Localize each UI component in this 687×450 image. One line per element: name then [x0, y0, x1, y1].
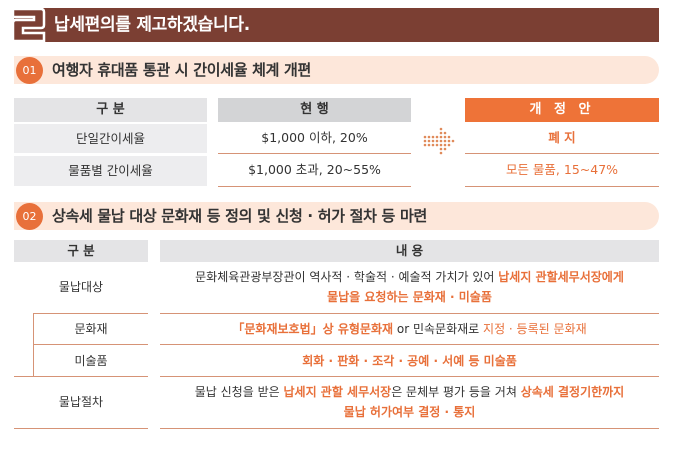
table2-header-category: 구 분	[14, 240, 148, 262]
bracket-line	[33, 313, 34, 376]
row1-line2: 물납을 요청하는 문화재 · 미술품	[327, 290, 492, 304]
table2-row3-category: 미술품	[74, 353, 108, 368]
table2-header-content: 내 용	[160, 240, 659, 262]
divider	[14, 376, 148, 377]
table1-header-current: 현 행	[218, 98, 411, 122]
divider	[160, 313, 659, 314]
divider	[34, 344, 148, 345]
divider	[160, 344, 659, 345]
section-title-2: 상속세 물납 대상 문화재 등 정의 및 신청 · 허가 절차 등 마련	[52, 207, 427, 225]
divider	[160, 376, 659, 377]
divider	[14, 428, 148, 429]
section-heading-1	[14, 56, 659, 84]
table1-row1-category: 단일간이세율	[14, 124, 207, 153]
page-title: 납세편의를 제고하겠습니다.	[54, 15, 250, 35]
table1-row2-category: 물품별 간이세율	[14, 156, 207, 186]
section-title-1: 여행자 휴대품 통관 시 간이세율 체계 개편	[52, 61, 312, 79]
table1-row1-proposed: 폐 지	[465, 122, 659, 154]
section-heading-2	[14, 202, 659, 230]
section-badge-1: 01	[16, 57, 43, 84]
section-badge-2: 02	[16, 203, 43, 230]
number-two-icon	[11, 7, 46, 43]
table1-header-category: 구 분	[14, 98, 207, 122]
table2-row3-content: 회화 · 판화 · 조각 · 공예 · 서예 등 미술품	[302, 353, 517, 368]
table2-row1-category: 물납대상	[58, 280, 104, 294]
table2-row2-content: 「문화재보호법」상 유형문화재 or 민속문화재로 지정 · 등록된 문화재	[232, 322, 587, 336]
table2-row2-category: 문화재	[74, 322, 108, 336]
table1-row2-proposed: 모든 물품, 15~47%	[465, 154, 659, 187]
table1-row2-current: $1,000 초과, 20~55%	[218, 154, 411, 187]
table1-header-proposed: 개 정 안	[465, 98, 659, 122]
table1-row1-current: $1,000 이하, 20%	[218, 122, 411, 154]
divider	[34, 313, 148, 314]
row1-line1: 문화체육관광부장관이 역사적 · 학술적 · 예술적 가치가 있어 납세지 관할…	[195, 270, 624, 284]
title-bar	[14, 8, 659, 42]
divider	[160, 428, 659, 429]
table2-row1-content: 문화체육관광부장관이 역사적 · 학술적 · 예술적 가치가 있어 납세지 관할…	[160, 262, 659, 312]
dotted-arrow-right-icon	[423, 127, 455, 155]
table2-row4-content: 물납 신청을 받은 납세지 관할 세무서장은 문체부 평가 등을 거쳐 상속세 …	[194, 385, 625, 419]
table2-row4-category: 물납절차	[58, 395, 104, 409]
